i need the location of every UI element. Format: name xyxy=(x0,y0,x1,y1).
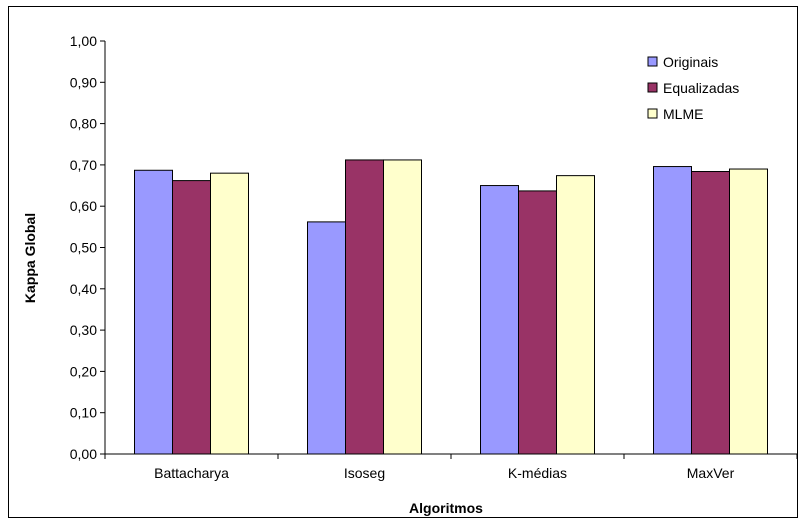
y-tick-label: 1,00 xyxy=(70,33,97,49)
y-tick-label: 0,60 xyxy=(70,198,97,214)
bar-chart: 0,00 0,10 0,20 0,30 0,40 0,50 0,60 0,70 0,80 0,90… xyxy=(22,33,798,516)
x-tick-label: K-médias xyxy=(508,465,567,481)
bar-mlme-3 xyxy=(729,168,768,455)
bar-mlme-0 xyxy=(210,172,249,455)
bar-originais-0 xyxy=(134,169,173,455)
y-tick-label: 0,70 xyxy=(70,157,97,173)
legend: Originais Equalizadas MLME xyxy=(647,54,739,122)
x-axis: Battacharya Isoseg K-médias MaxVer xyxy=(104,453,798,481)
bar-equalizadas-2 xyxy=(518,190,557,455)
chart-frame: 0,00 0,10 0,20 0,30 0,40 0,50 0,60 0,70 0,80 0,90… xyxy=(8,6,798,518)
legend-label: MLME xyxy=(663,106,703,122)
y-tick-label: 0,20 xyxy=(70,363,97,379)
bar-equalizadas-1 xyxy=(345,159,384,455)
x-tick-label: Battacharya xyxy=(154,465,229,481)
y-tick-label: 0,40 xyxy=(70,281,97,297)
x-axis-title: Algoritmos xyxy=(409,500,483,516)
legend-label: Originais xyxy=(663,54,718,70)
bar-equalizadas-0 xyxy=(172,180,211,455)
y-tick-label: 0,10 xyxy=(70,405,97,421)
bar-originais-1 xyxy=(307,221,346,455)
bar-originais-2 xyxy=(480,185,519,455)
bar-originais-3 xyxy=(653,166,692,455)
legend-label: Equalizadas xyxy=(663,80,739,96)
y-tick-label: 0,90 xyxy=(70,74,97,90)
legend-swatch xyxy=(647,108,658,119)
bar-equalizadas-3 xyxy=(691,171,730,455)
legend-swatch xyxy=(647,82,658,93)
y-tick-label: 0,00 xyxy=(70,446,97,462)
bars xyxy=(134,159,768,455)
y-axis: 0,00 0,10 0,20 0,30 0,40 0,50 0,60 0,70 0,80 0,90… xyxy=(70,33,106,462)
y-tick-label: 0,80 xyxy=(70,116,97,132)
bar-mlme-2 xyxy=(556,175,595,455)
legend-swatch xyxy=(647,56,658,67)
y-axis-title: Kappa Global xyxy=(22,213,38,303)
y-tick-label: 0,50 xyxy=(70,240,97,256)
bar-mlme-1 xyxy=(383,159,422,455)
x-tick-label: MaxVer xyxy=(687,465,735,481)
x-tick-label: Isoseg xyxy=(344,465,385,481)
y-tick-label: 0,30 xyxy=(70,322,97,338)
